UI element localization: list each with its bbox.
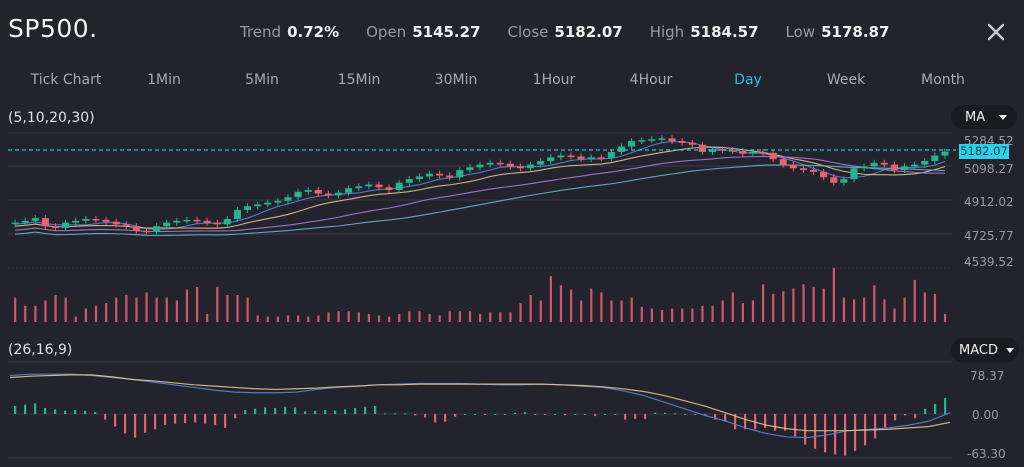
chevron-down-icon <box>1005 347 1014 353</box>
stat-label: Low <box>785 23 816 41</box>
tab-week[interactable]: Week <box>826 72 866 88</box>
tab-15min[interactable]: 15Min <box>337 72 381 88</box>
macd-params-label: (26,16,9) <box>8 342 73 358</box>
tab-tick-chart[interactable]: Tick Chart <box>30 72 102 88</box>
chevron-down-icon <box>999 114 1007 120</box>
stat-value: 0.72% <box>287 23 340 41</box>
header: SP500. Trend 0.72% Open 5145.27 Close 5182.… <box>0 0 1024 62</box>
stat-value: 5145.27 <box>412 23 481 41</box>
macd-select-value: MACD <box>959 342 998 358</box>
tab-month[interactable]: Month <box>921 72 965 88</box>
stat-low: Low 5178.87 <box>786 23 890 41</box>
current-price-tag: 5182.07 <box>959 144 1009 159</box>
quote-stats: Trend 0.72% Open 5145.27 Close 5182.07 High… <box>240 23 889 41</box>
stat-label: Trend <box>240 23 282 41</box>
close-button[interactable] <box>984 20 1008 44</box>
tab-1hour[interactable]: 1Hour <box>532 72 576 88</box>
stat-open: Open 5145.27 <box>366 23 480 41</box>
stat-value: 5184.57 <box>690 23 759 41</box>
price-axis-label: 5098.27 <box>964 162 1014 176</box>
close-icon <box>987 23 1005 41</box>
stat-high: High 5184.57 <box>650 23 759 41</box>
stat-label: Open <box>366 23 407 41</box>
tab-4hour[interactable]: 4Hour <box>629 72 673 88</box>
stat-label: Close <box>507 23 549 41</box>
ma-params-label: (5,10,20,30) <box>8 110 95 126</box>
macd-axis-label: 0.00 <box>972 408 999 422</box>
stat-value: 5182.07 <box>554 23 623 41</box>
ma-select-value: MA <box>965 109 986 125</box>
stat-value: 5178.87 <box>821 23 890 41</box>
price-axis-label: 4912.02 <box>964 195 1014 209</box>
macd-axis-label: -63.30 <box>967 447 1006 461</box>
tab-day[interactable]: Day <box>734 72 762 88</box>
price-axis-label: 4725.77 <box>964 229 1014 243</box>
tab-5min[interactable]: 5Min <box>245 72 279 88</box>
symbol-title: SP500. <box>8 14 98 43</box>
ma-indicator-select[interactable]: MA <box>951 105 1017 129</box>
macd-axis-label: 78.37 <box>970 369 1005 383</box>
stat-close: Close 5182.07 <box>508 23 623 41</box>
timeframe-tabs: Tick Chart 1Min 5Min 15Min 30Min 1Hour 4… <box>0 72 1024 94</box>
macd-indicator-select[interactable]: MACD <box>951 338 1019 362</box>
price-axis-label: 4539.52 <box>964 255 1014 269</box>
tab-30min[interactable]: 30Min <box>434 72 478 88</box>
stat-label: High <box>649 23 685 41</box>
stat-trend: Trend 0.72% <box>240 23 339 41</box>
tab-1min[interactable]: 1Min <box>147 72 181 88</box>
